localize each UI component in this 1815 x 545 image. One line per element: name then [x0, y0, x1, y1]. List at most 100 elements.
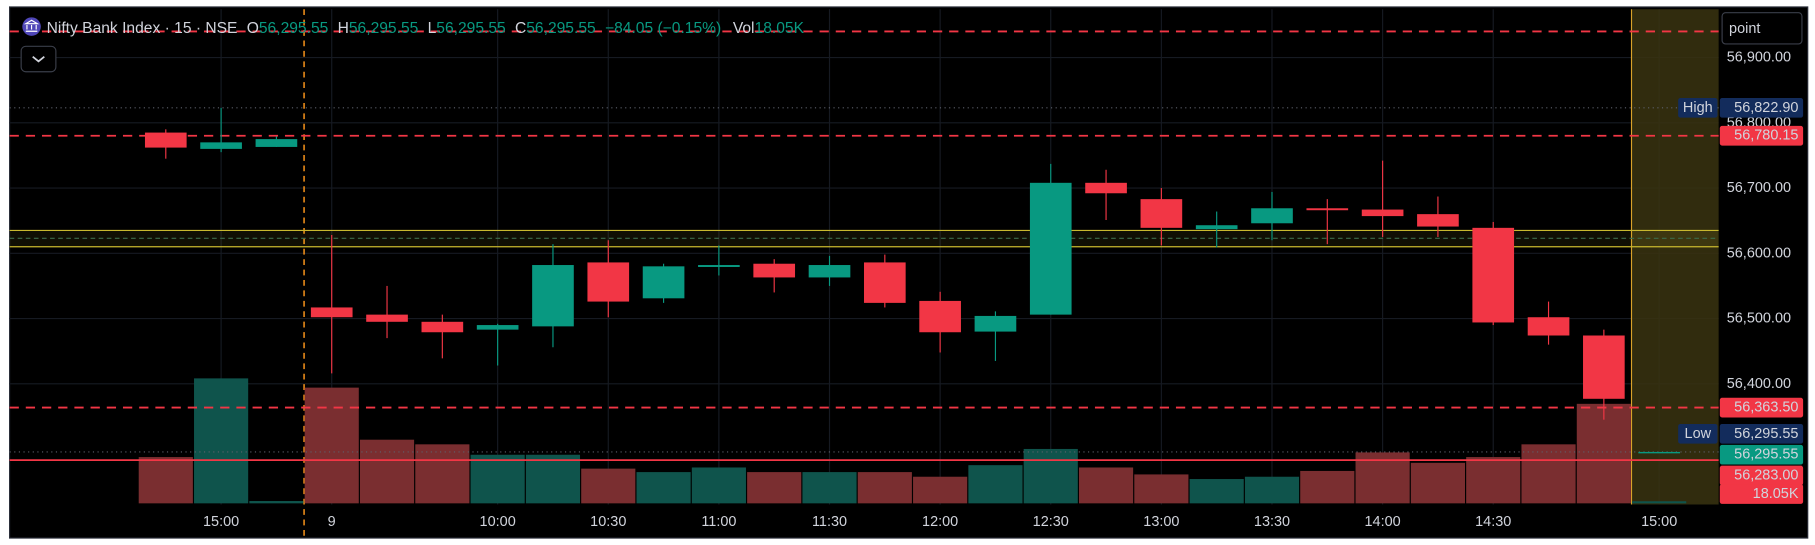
- candle-body: [200, 142, 242, 149]
- candle-body: [587, 262, 630, 302]
- volume-bar: [747, 472, 802, 504]
- candle-body: [919, 300, 961, 333]
- candle-body: [1251, 208, 1293, 224]
- x-tick-label: 13:00: [1143, 514, 1179, 530]
- price-badge: [1719, 484, 1804, 504]
- high-label: H: [338, 19, 349, 36]
- change-value: −84.05 (−0.15%): [605, 19, 721, 36]
- y-tick-label: 56,400.00: [1727, 376, 1791, 392]
- candle-body: [1085, 182, 1127, 194]
- volume-bar: [1189, 479, 1244, 504]
- price-badge: [1719, 465, 1804, 486]
- volume-bar: [470, 454, 525, 504]
- candle-body: [698, 265, 740, 267]
- collapse-button[interactable]: [20, 45, 57, 73]
- volume-bar: [1632, 501, 1687, 504]
- low-label: L: [428, 19, 437, 36]
- x-tick-label: 13:30: [1254, 514, 1290, 530]
- volume-bar: [415, 444, 470, 504]
- x-tick-label: 14:30: [1475, 514, 1511, 530]
- candle-body: [1195, 225, 1238, 230]
- price-badge: [1719, 125, 1804, 146]
- candle-body: [974, 315, 1017, 332]
- symbol-icon-glyph: [23, 19, 40, 32]
- volume-bar: [691, 467, 746, 504]
- level-layer: [9, 30, 1719, 462]
- badge-layer: 56,822.90 High 56,780.15 56,363.50 56,295.55…: [1678, 98, 1804, 504]
- volume-bar: [1521, 444, 1576, 504]
- price-badge-label: 56,780.15: [1734, 128, 1798, 144]
- x-tick-label: 15:00: [203, 514, 239, 530]
- candle-body: [421, 321, 464, 333]
- x-tick-label: 15:00: [1641, 514, 1677, 530]
- volume-bar: [802, 472, 857, 504]
- volume-bar: [581, 468, 636, 504]
- price-badge: [1719, 424, 1804, 444]
- volume-bar: [138, 457, 193, 504]
- candle-body: [1417, 214, 1459, 227]
- candle-body: [1472, 227, 1515, 323]
- volume-bar: [525, 454, 581, 504]
- candle-layer: [144, 107, 1680, 454]
- price-badge: [1719, 397, 1804, 418]
- volume-bar: [1410, 462, 1465, 504]
- candle-body: [476, 325, 519, 330]
- x-tick-label: 14:00: [1365, 514, 1401, 530]
- candle-body: [753, 263, 796, 278]
- symbol-title: Nifty Bank Index · 15 · NSE: [47, 19, 238, 36]
- volume-label: Vol: [733, 19, 755, 36]
- volume-bar: [249, 501, 304, 504]
- volume-bar: [1134, 474, 1189, 504]
- open-value: 56,295.55: [259, 19, 329, 36]
- candle-body: [1029, 182, 1072, 315]
- candle-body: [310, 307, 353, 318]
- candle-body: [1527, 317, 1570, 336]
- candle-body: [1361, 209, 1404, 217]
- candle-body: [255, 139, 298, 147]
- close-label: C: [515, 19, 526, 36]
- unit-selector-text[interactable]: point: [1729, 21, 1760, 37]
- volume-bar: [857, 472, 912, 504]
- volume-value: 18.05K: [755, 19, 805, 36]
- price-badge: [1719, 444, 1804, 465]
- price-tag: [1678, 424, 1718, 444]
- y-tick-label: 56,900.00: [1727, 50, 1791, 66]
- volume-bar: [1244, 476, 1300, 504]
- session-highlight: [1631, 9, 1719, 505]
- open-label: O: [247, 19, 259, 36]
- price-tag-label: Low: [1685, 426, 1712, 442]
- volume-bar: [636, 472, 691, 504]
- legend-line: Nifty Bank Index · 15 · NSE O56,295.55 H56…: [47, 19, 805, 36]
- price-badge-label: 56,283.00: [1734, 468, 1798, 484]
- high-value: 56,295.55: [349, 19, 419, 36]
- unit-selector-frame[interactable]: [1721, 12, 1803, 45]
- price-badge-label: 56,363.50: [1734, 400, 1798, 416]
- candle-body: [808, 265, 851, 278]
- x-tick-label: 11:00: [701, 514, 736, 530]
- volume-bar: [968, 465, 1023, 504]
- volume-bar: [194, 378, 249, 504]
- y-tick-label: 56,500.00: [1727, 311, 1791, 327]
- volume-bar: [304, 387, 359, 504]
- x-tick-label: 10:30: [590, 514, 626, 530]
- unit-selector[interactable]: point: [1721, 12, 1803, 45]
- price-badge-label: 56,822.90: [1734, 100, 1798, 116]
- y-tick-label: 56,700.00: [1727, 180, 1791, 196]
- candle-body: [144, 132, 187, 148]
- volume-bar: [359, 439, 415, 504]
- price-tag: [1678, 98, 1718, 118]
- x-tick-label: 11:30: [812, 514, 847, 530]
- x-tick-label: 12:30: [1033, 514, 1069, 530]
- x-tick-label: 10:00: [480, 514, 516, 530]
- price-badge: [1719, 98, 1804, 118]
- low-value: 56,295.55: [436, 19, 506, 36]
- volume-bar: [1576, 403, 1631, 504]
- candle-body: [1306, 208, 1349, 211]
- price-tag-label: High: [1683, 100, 1713, 116]
- candle-body: [863, 262, 906, 303]
- candle-body: [1140, 199, 1183, 228]
- candle-body: [1638, 451, 1680, 454]
- collapse-button-frame[interactable]: [20, 45, 57, 73]
- candle-body: [366, 314, 408, 322]
